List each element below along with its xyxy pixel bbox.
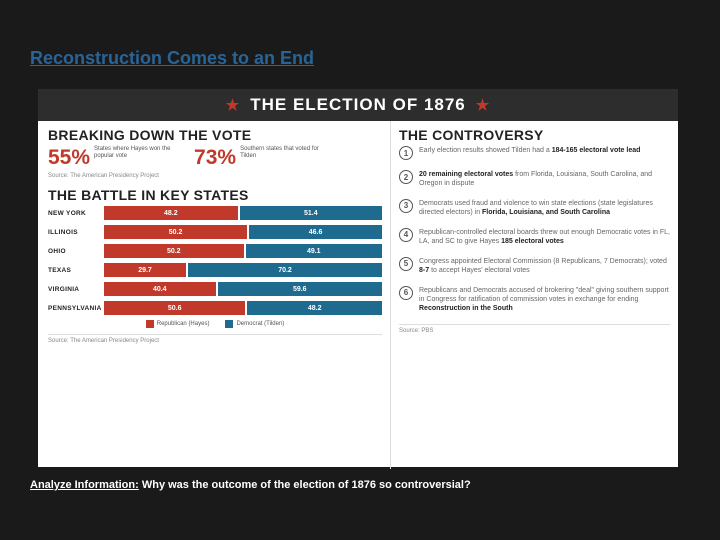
bar-pair: 50.249.1: [104, 244, 382, 258]
item-text: Congress appointed Electoral Commission …: [419, 257, 670, 276]
stat-item: 73% Southern states that voted for Tilde…: [194, 146, 320, 170]
header-title: THE ELECTION OF 1876: [250, 95, 466, 115]
item-number-icon: 5: [399, 257, 413, 271]
bar-pair: 48.251.4: [104, 206, 382, 220]
analyze-question: Analyze Information: Why was the outcome…: [0, 467, 720, 491]
vote-stats: 55% States where Hayes won the popular v…: [48, 146, 382, 170]
bar-row: TEXAS29.770.2: [48, 263, 382, 277]
stat-item: 55% States where Hayes won the popular v…: [48, 146, 174, 170]
item-text: Early election results showed Tilden had…: [419, 146, 640, 155]
state-label: OHIO: [48, 248, 104, 255]
legend-label: Democrat (Tilden): [236, 321, 284, 327]
stat-percent: 73%: [194, 146, 236, 170]
controversy-item: 3 Democrats used fraud and violence to wi…: [399, 199, 670, 218]
controversy-heading: THE CONTROVERSY: [399, 127, 670, 143]
stat-desc: Southern states that voted for Tilden: [240, 146, 320, 160]
bar-democrat: 46.6: [249, 225, 382, 239]
bar-democrat: 48.2: [247, 301, 382, 315]
right-column: THE CONTROVERSY 1 Early election results …: [390, 121, 678, 469]
item-text: Republicans and Democrats accused of bro…: [419, 286, 670, 314]
bar-row: PENNSYLVANIA50.648.2: [48, 301, 382, 315]
bar-row: OHIO50.249.1: [48, 244, 382, 258]
star-icon: ★: [476, 96, 490, 114]
legend-label: Republican (Hayes): [157, 321, 210, 327]
star-icon: ★: [226, 96, 240, 114]
bar-pair: 29.770.2: [104, 263, 382, 277]
bar-pair: 40.459.6: [104, 282, 382, 296]
infographic-header: ★ THE ELECTION OF 1876 ★: [38, 89, 678, 121]
item-number-icon: 3: [399, 199, 413, 213]
battle-source: Source: The American Presidency Project: [48, 334, 382, 344]
controversy-item: 5 Congress appointed Electoral Commission…: [399, 257, 670, 276]
state-label: PENNSYLVANIA: [48, 305, 104, 312]
item-number-icon: 4: [399, 228, 413, 242]
item-number-icon: 6: [399, 286, 413, 300]
left-column: BREAKING DOWN THE VOTE 55% States where …: [38, 121, 390, 469]
slide: Reconstruction Comes to an End ★ THE ELE…: [0, 0, 720, 540]
controversy-item: 6 Republicans and Democrats accused of br…: [399, 286, 670, 314]
controversy-item: 4 Republican-controlled electoral boards …: [399, 228, 670, 247]
stat-percent: 55%: [48, 146, 90, 170]
stat-desc: States where Hayes won the popular vote: [94, 146, 174, 160]
bar-pair: 50.246.6: [104, 225, 382, 239]
chart-legend: Republican (Hayes) Democrat (Tilden): [48, 320, 382, 328]
item-text: Republican-controlled electoral boards t…: [419, 228, 670, 247]
bar-row: VIRGINIA40.459.6: [48, 282, 382, 296]
content-area: BREAKING DOWN THE VOTE 55% States where …: [38, 121, 678, 469]
controversy-item: 2 20 remaining electoral votes from Flori…: [399, 170, 670, 189]
bar-democrat: 51.4: [240, 206, 382, 220]
question-text: Why was the outcome of the election of 1…: [139, 479, 471, 491]
slide-title: Reconstruction Comes to an End: [0, 0, 720, 69]
swatch-icon: [225, 320, 233, 328]
bar-republican: 50.6: [104, 301, 245, 315]
controversy-list: 1 Early election results showed Tilden ha…: [399, 146, 670, 314]
bar-chart: NEW YORK48.251.4ILLINOIS50.246.6OHIO50.2…: [48, 206, 382, 315]
infographic: ★ THE ELECTION OF 1876 ★ BREAKING DOWN T…: [38, 89, 678, 467]
legend-republican: Republican (Hayes): [146, 320, 210, 328]
item-text: 20 remaining electoral votes from Florid…: [419, 170, 670, 189]
controversy-source: Source: PBS: [399, 324, 670, 334]
bar-republican: 40.4: [104, 282, 216, 296]
bar-republican: 29.7: [104, 263, 186, 277]
battle-heading: THE BATTLE IN KEY STATES: [48, 187, 382, 203]
swatch-icon: [146, 320, 154, 328]
bar-democrat: 49.1: [246, 244, 382, 258]
bar-republican: 50.2: [104, 244, 244, 258]
bar-republican: 48.2: [104, 206, 238, 220]
breakdown-heading: BREAKING DOWN THE VOTE: [48, 127, 382, 143]
state-label: TEXAS: [48, 267, 104, 274]
question-label: Analyze Information:: [30, 479, 139, 491]
state-label: NEW YORK: [48, 210, 104, 217]
item-text: Democrats used fraud and violence to win…: [419, 199, 670, 218]
item-number-icon: 1: [399, 146, 413, 160]
bar-republican: 50.2: [104, 225, 247, 239]
bar-democrat: 70.2: [188, 263, 382, 277]
controversy-item: 1 Early election results showed Tilden ha…: [399, 146, 670, 160]
state-label: VIRGINIA: [48, 286, 104, 293]
breakdown-source: Source: The American Presidency Project: [48, 173, 382, 179]
bar-pair: 50.648.2: [104, 301, 382, 315]
bar-row: ILLINOIS50.246.6: [48, 225, 382, 239]
bar-democrat: 59.6: [218, 282, 383, 296]
legend-democrat: Democrat (Tilden): [225, 320, 284, 328]
state-label: ILLINOIS: [48, 229, 104, 236]
bar-row: NEW YORK48.251.4: [48, 206, 382, 220]
battle-section: THE BATTLE IN KEY STATES NEW YORK48.251.…: [48, 187, 382, 465]
item-number-icon: 2: [399, 170, 413, 184]
